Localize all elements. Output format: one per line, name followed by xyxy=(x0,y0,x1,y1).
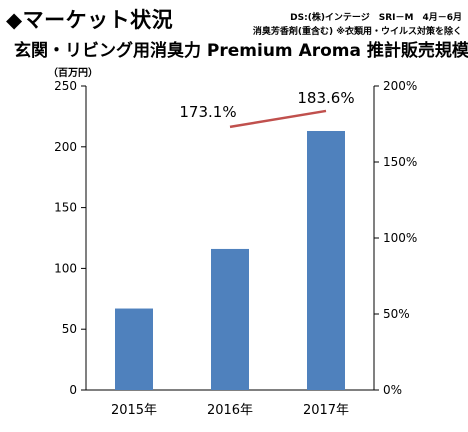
y-tick-label-right: 200% xyxy=(383,79,417,93)
y-tick-label-left: 250 xyxy=(54,79,77,93)
growth-rate-line xyxy=(229,109,327,129)
x-tick-label: 2015年 xyxy=(111,403,157,418)
y-tick-label-right: 50% xyxy=(383,307,410,321)
data-label: 183.6% xyxy=(297,89,354,107)
bar xyxy=(211,248,249,390)
y-tick-label-right: 0% xyxy=(383,383,402,397)
y-tick-label-right: 150% xyxy=(383,155,417,169)
y-tick-label-right: 100% xyxy=(383,231,417,245)
y-tick-label-left: 200 xyxy=(54,140,77,154)
data-label: 173.1% xyxy=(179,103,236,121)
y-tick-label-left: 150 xyxy=(54,201,77,215)
y-tick-label-left: 0 xyxy=(69,383,77,397)
source-note-line2: 消臭芳香剤(重含む) ※衣類用・ウイルス対策を除く xyxy=(252,27,462,37)
y-axis-unit-label: （百万円） xyxy=(48,68,98,79)
x-tick-label: 2017年 xyxy=(303,403,349,418)
bar xyxy=(307,130,345,390)
chart-title: 玄関・リビング用消臭力 Premium Aroma 推計販売規模 xyxy=(14,41,468,61)
source-note-line1: DS:(株)インテージ SRI－M 4月－6月 xyxy=(290,13,462,23)
x-tick-label: 2016年 xyxy=(207,403,253,418)
y-tick-label-left: 50 xyxy=(62,322,77,336)
page-heading: ◆マーケット状況 xyxy=(6,8,174,32)
bar xyxy=(115,308,153,390)
y-tick-label-left: 100 xyxy=(54,261,77,275)
